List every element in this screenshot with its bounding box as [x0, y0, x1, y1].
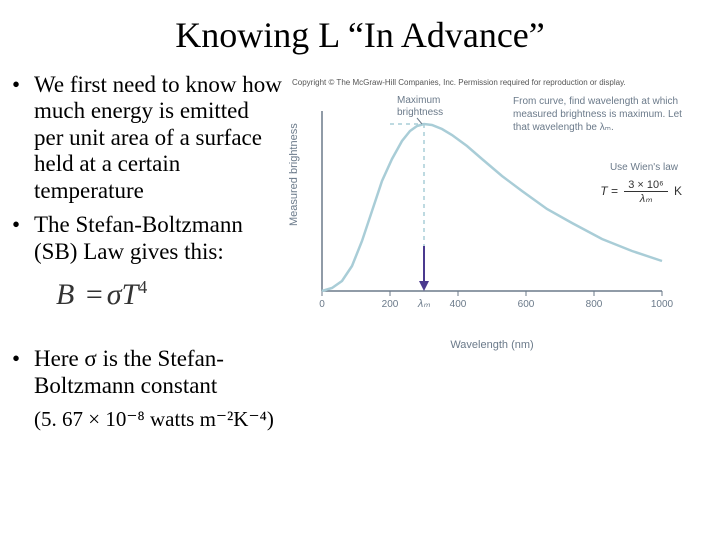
content-area: • We first need to know how much energy …: [0, 64, 720, 432]
bullet-2-text: The Stefan-Boltzmann (SB) Law gives this…: [34, 212, 282, 265]
lambda-m-tick: λₘ: [417, 298, 430, 310]
formula-exp: 4: [138, 277, 147, 297]
wien-T: T =: [600, 184, 618, 198]
wien-denominator: λₘ: [624, 192, 667, 205]
bullet-3: • Here σ is the Stefan-Boltzmann constan…: [12, 346, 282, 399]
bullet-3-text: Here σ is the Stefan-Boltzmann constant: [34, 346, 282, 399]
svg-text:400: 400: [450, 299, 467, 310]
constant-value: (5. 67 × 10⁻⁸ watts m⁻²K⁻⁴): [12, 407, 282, 432]
max-label-1: Maximum: [397, 95, 440, 106]
bullet-mark: •: [12, 346, 34, 399]
wien-numerator: 3 × 10⁶: [624, 179, 667, 192]
formula-T: T: [122, 278, 139, 311]
left-column: • We first need to know how much energy …: [12, 72, 292, 432]
wien-unit: K: [674, 184, 682, 198]
svg-text:1000: 1000: [651, 299, 674, 310]
brightness-curve: [322, 124, 662, 291]
annotation-1: From curve, find wavelength at which mea…: [513, 95, 688, 134]
formula-eq: =: [82, 278, 107, 311]
wien-law-formula: T = 3 × 10⁶ λₘ K: [600, 179, 682, 205]
annotation-2: Use Wien's law: [610, 161, 678, 174]
peak-arrow-head: [419, 281, 429, 291]
right-column: Copyright © The McGraw-Hill Companies, I…: [292, 72, 692, 432]
svg-text:200: 200: [382, 299, 399, 310]
bullet-1: • We first need to know how much energy …: [12, 72, 282, 204]
copyright-text: Copyright © The McGraw-Hill Companies, I…: [292, 72, 692, 91]
brightness-chart: 0 200 400 600 800 1000: [292, 91, 692, 351]
sb-formula: B =σT4: [12, 273, 282, 318]
max-pointer: [417, 118, 422, 124]
bullet-mark: •: [12, 72, 34, 204]
formula-B: B: [56, 278, 74, 311]
bullet-2: • The Stefan-Boltzmann (SB) Law gives th…: [12, 212, 282, 265]
formula-sigma: σ: [107, 278, 122, 311]
bullet-1-text: We first need to know how much energy is…: [34, 72, 282, 204]
max-label-2: brightness: [397, 107, 443, 118]
y-axis-label: Measured brightness: [288, 123, 300, 226]
bullet-mark: •: [12, 212, 34, 265]
svg-text:600: 600: [518, 299, 535, 310]
svg-text:800: 800: [586, 299, 603, 310]
x-axis-label: Wavelength (nm): [292, 339, 692, 351]
slide-title: Knowing L “In Advance”: [0, 0, 720, 64]
svg-text:0: 0: [319, 299, 325, 310]
x-ticks: 0 200 400 600 800 1000: [319, 291, 673, 310]
